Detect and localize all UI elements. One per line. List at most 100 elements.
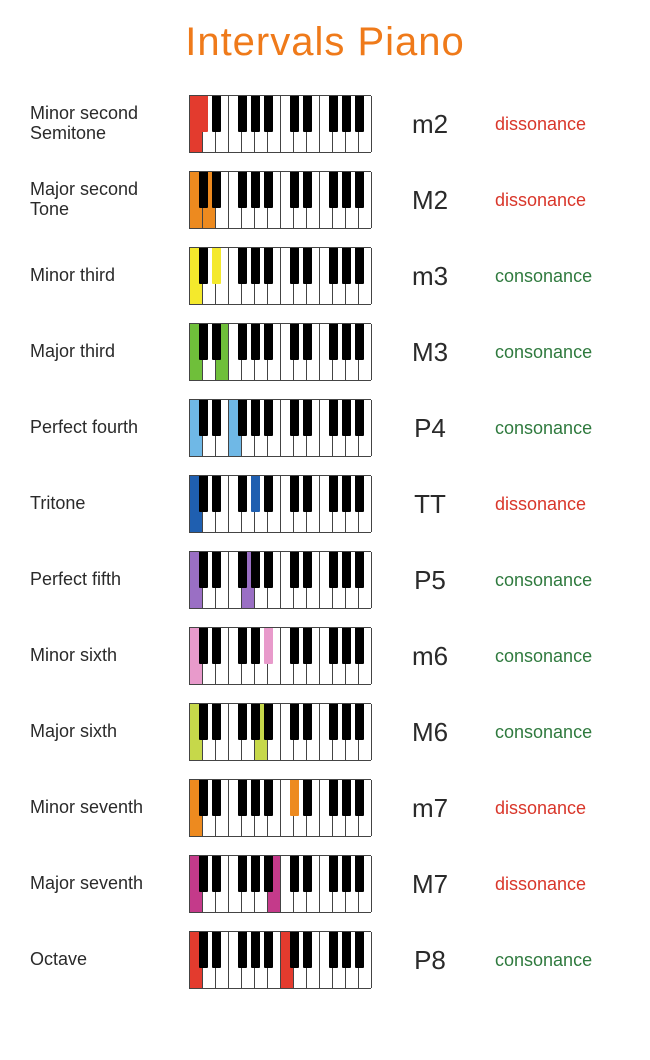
black-key: [251, 248, 260, 284]
black-key: [251, 780, 260, 816]
interval-name-line1: Minor third: [30, 265, 115, 285]
interval-quality: consonance: [485, 266, 620, 287]
black-key: [329, 96, 338, 132]
black-key: [212, 248, 221, 284]
black-key: [290, 172, 299, 208]
interval-abbr: P4: [375, 413, 485, 444]
black-key: [342, 856, 351, 892]
black-key: [264, 856, 273, 892]
black-key: [238, 476, 247, 512]
black-key: [329, 932, 338, 968]
interval-quality: dissonance: [485, 798, 620, 819]
interval-name-line1: Octave: [30, 949, 87, 969]
black-key: [251, 552, 260, 588]
black-key: [329, 856, 338, 892]
black-key: [290, 628, 299, 664]
black-key: [290, 932, 299, 968]
keyboard-cell: [185, 931, 375, 989]
black-key: [264, 628, 273, 664]
interval-name-line2: Semitone: [30, 124, 185, 144]
black-key: [303, 248, 312, 284]
black-key: [329, 248, 338, 284]
black-key: [329, 552, 338, 588]
black-key: [199, 476, 208, 512]
black-key: [264, 248, 273, 284]
black-key: [290, 704, 299, 740]
interval-quality: consonance: [485, 646, 620, 667]
interval-row: OctaveP8consonance: [30, 926, 620, 994]
black-key: [251, 172, 260, 208]
black-key: [342, 96, 351, 132]
black-key: [303, 856, 312, 892]
interval-abbr: P8: [375, 945, 485, 976]
black-key: [342, 704, 351, 740]
interval-name: Major third: [30, 342, 185, 362]
black-key: [290, 856, 299, 892]
interval-row: Minor secondSemitonem2dissonance: [30, 90, 620, 158]
black-key: [342, 324, 351, 360]
interval-row: Major secondToneM2dissonance: [30, 166, 620, 234]
keyboard-diagram: [189, 551, 371, 609]
interval-name-line1: Minor second: [30, 103, 138, 123]
black-key: [355, 704, 364, 740]
interval-quality: consonance: [485, 570, 620, 591]
black-key: [342, 248, 351, 284]
black-key: [199, 704, 208, 740]
interval-name: Major secondTone: [30, 180, 185, 220]
black-key: [355, 476, 364, 512]
black-key: [212, 780, 221, 816]
page-title: Intervals Piano: [30, 20, 620, 65]
black-key: [290, 248, 299, 284]
black-key: [303, 932, 312, 968]
black-key: [264, 704, 273, 740]
interval-name-line1: Perfect fifth: [30, 569, 121, 589]
black-key: [212, 628, 221, 664]
interval-row: Major sixthM6consonance: [30, 698, 620, 766]
interval-name-line1: Major seventh: [30, 873, 143, 893]
interval-name: Octave: [30, 950, 185, 970]
interval-name-line1: Minor sixth: [30, 645, 117, 665]
interval-row: Major seventhM7dissonance: [30, 850, 620, 918]
black-key: [342, 400, 351, 436]
black-key: [264, 932, 273, 968]
black-key: [355, 172, 364, 208]
black-key: [290, 324, 299, 360]
black-key: [342, 932, 351, 968]
black-key: [355, 552, 364, 588]
black-key: [238, 704, 247, 740]
black-key: [355, 932, 364, 968]
black-key: [290, 96, 299, 132]
keyboard-diagram: [189, 247, 371, 305]
keyboard-cell: [185, 703, 375, 761]
interval-abbr: m3: [375, 261, 485, 292]
black-key: [303, 704, 312, 740]
black-key: [342, 172, 351, 208]
interval-abbr: M7: [375, 869, 485, 900]
interval-abbr: P5: [375, 565, 485, 596]
black-key: [329, 172, 338, 208]
keyboard-cell: [185, 171, 375, 229]
interval-name-line1: Perfect fourth: [30, 417, 138, 437]
black-key: [329, 476, 338, 512]
interval-abbr: m6: [375, 641, 485, 672]
black-key: [264, 552, 273, 588]
black-key: [355, 400, 364, 436]
black-key: [303, 400, 312, 436]
interval-quality: consonance: [485, 722, 620, 743]
black-key: [199, 552, 208, 588]
interval-row: Perfect fourthP4consonance: [30, 394, 620, 462]
interval-name: Perfect fourth: [30, 418, 185, 438]
black-key: [342, 628, 351, 664]
black-key: [329, 780, 338, 816]
black-key: [238, 856, 247, 892]
keyboard-cell: [185, 551, 375, 609]
black-key: [251, 704, 260, 740]
black-key: [290, 400, 299, 436]
black-key: [290, 476, 299, 512]
keyboard-diagram: [189, 323, 371, 381]
interval-quality: dissonance: [485, 190, 620, 211]
black-key: [212, 552, 221, 588]
interval-name: Minor sixth: [30, 646, 185, 666]
interval-row: Perfect fifth P5consonance: [30, 546, 620, 614]
black-key: [251, 476, 260, 512]
